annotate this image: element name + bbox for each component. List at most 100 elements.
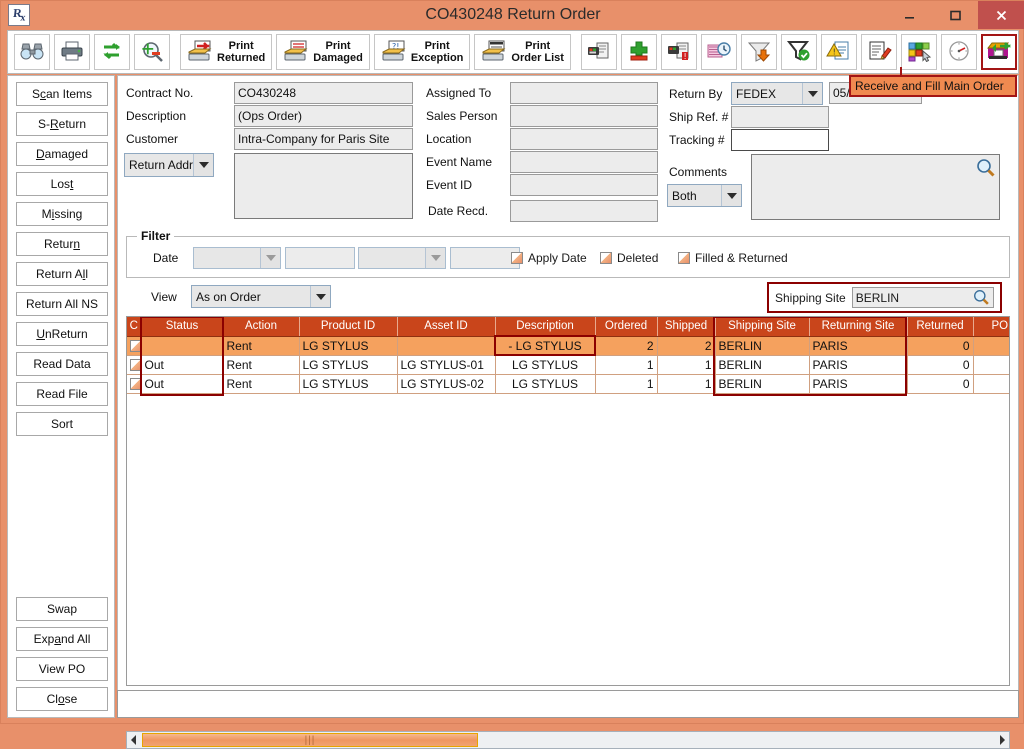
sidebar-item-lost[interactable]: Lost bbox=[16, 172, 108, 196]
event-name-field[interactable] bbox=[510, 151, 658, 173]
minimize-icon[interactable] bbox=[886, 1, 932, 29]
return-addr-dropdown[interactable]: Return Addr... bbox=[124, 153, 214, 177]
sidebar-item-view-po[interactable]: View PO bbox=[16, 657, 108, 681]
table-row[interactable]: Rent LG STYLUS - LG STYLUS 2 2 BERLIN PA… bbox=[127, 336, 1010, 355]
print-exception-icon: ?! bbox=[381, 40, 407, 64]
cell-returned: 0 bbox=[907, 336, 973, 355]
view-dropdown[interactable]: As on Order bbox=[191, 285, 331, 308]
comments-scope-dropdown[interactable]: Both bbox=[667, 184, 742, 207]
chevron-down-icon[interactable] bbox=[425, 248, 445, 268]
event-name-label: Event Name bbox=[426, 155, 492, 169]
date-recd-field[interactable] bbox=[510, 200, 658, 222]
sidebar-item-read-data[interactable]: Read Data bbox=[16, 352, 108, 376]
sidebar-item-close[interactable]: Close bbox=[16, 687, 108, 711]
magnifier-icon[interactable] bbox=[973, 289, 990, 309]
description-field[interactable]: (Ops Order) bbox=[234, 105, 413, 127]
plus-minus-icon[interactable] bbox=[621, 34, 657, 70]
history-clock-icon[interactable] bbox=[701, 34, 737, 70]
chevron-down-icon[interactable] bbox=[193, 154, 213, 176]
table-row[interactable]: Out Rent LG STYLUS LG STYLUS-01 LG STYLU… bbox=[127, 355, 1010, 374]
col-product-id[interactable]: Product ID bbox=[299, 317, 397, 336]
sidebar-item-sort[interactable]: Sort bbox=[16, 412, 108, 436]
col-po-t[interactable]: PO / T bbox=[973, 317, 1010, 336]
filled-returned-checkbox[interactable]: Filled & Returned bbox=[678, 251, 788, 265]
chevron-down-icon[interactable] bbox=[721, 185, 741, 206]
apply-date-checkbox[interactable]: Apply Date bbox=[511, 251, 587, 265]
sidebar-label: Missing bbox=[42, 207, 83, 221]
col-returned[interactable]: Returned bbox=[907, 317, 973, 336]
col-description[interactable]: Description bbox=[495, 317, 595, 336]
col-shipping-site[interactable]: Shipping Site bbox=[715, 317, 809, 336]
location-field[interactable] bbox=[510, 128, 658, 150]
scroll-right-icon[interactable] bbox=[995, 732, 1009, 748]
filter-time-to[interactable] bbox=[450, 247, 520, 269]
sidebar-item-swap[interactable]: Swap bbox=[16, 597, 108, 621]
tracking-field[interactable] bbox=[731, 129, 829, 151]
items-grid[interactable]: C Status Action Product ID Asset ID Desc… bbox=[126, 316, 1010, 686]
event-id-field[interactable] bbox=[510, 174, 658, 196]
magnifier-icon[interactable] bbox=[976, 158, 996, 181]
col-status[interactable]: Status bbox=[141, 317, 223, 336]
col-returning-site[interactable]: Returning Site bbox=[809, 317, 907, 336]
zoom-add-remove-icon[interactable] bbox=[134, 34, 170, 70]
sidebar-item-expand-all[interactable]: Expand All bbox=[16, 627, 108, 651]
maximize-icon[interactable] bbox=[932, 1, 978, 29]
col-action[interactable]: Action bbox=[223, 317, 299, 336]
records-alert-icon[interactable]: ! bbox=[661, 34, 697, 70]
filter-time-from[interactable] bbox=[285, 247, 355, 269]
chevron-down-icon[interactable] bbox=[310, 286, 330, 307]
print-order-list-button[interactable]: Print Order List bbox=[474, 34, 571, 70]
sidebar-item-return[interactable]: Return bbox=[16, 232, 108, 256]
row-checkbox[interactable] bbox=[127, 355, 141, 374]
row-checkbox[interactable] bbox=[127, 336, 141, 355]
warning-document-icon[interactable]: ! bbox=[821, 34, 857, 70]
sidebar-item-scan-items[interactable]: Scan Items bbox=[16, 82, 108, 106]
customer-field[interactable]: Intra-Company for Paris Site bbox=[234, 128, 413, 150]
sidebar-item-return-all[interactable]: Return All bbox=[16, 262, 108, 286]
assigned-to-field[interactable] bbox=[510, 82, 658, 104]
shipping-site-field[interactable]: BERLIN bbox=[852, 287, 994, 308]
filter-date-from[interactable] bbox=[193, 247, 281, 269]
sales-person-field[interactable] bbox=[510, 105, 658, 127]
chevron-down-icon[interactable] bbox=[802, 83, 822, 104]
horizontal-scrollbar[interactable]: ||| bbox=[126, 731, 1010, 749]
sidebar-item-read-file[interactable]: Read File bbox=[16, 382, 108, 406]
table-row[interactable]: Out Rent LG STYLUS LG STYLUS-02 LG STYLU… bbox=[127, 374, 1010, 393]
col-shipped[interactable]: Shipped bbox=[657, 317, 715, 336]
ship-ref-field[interactable] bbox=[731, 106, 829, 128]
row-checkbox[interactable] bbox=[127, 374, 141, 393]
receive-fill-main-order-icon[interactable] bbox=[981, 34, 1017, 70]
close-icon[interactable] bbox=[978, 1, 1024, 29]
chevron-down-icon[interactable] bbox=[260, 248, 280, 268]
funnel-down-icon[interactable] bbox=[741, 34, 777, 70]
sidebar-item-damaged[interactable]: Damaged bbox=[16, 142, 108, 166]
filter-date-to[interactable] bbox=[358, 247, 446, 269]
scroll-left-icon[interactable] bbox=[127, 732, 141, 748]
deleted-checkbox[interactable]: Deleted bbox=[600, 251, 658, 265]
shipping-site-highlight: Shipping Site BERLIN bbox=[767, 282, 1002, 313]
sidebar-item-return-all-ns[interactable]: Return All NS bbox=[16, 292, 108, 316]
comments-textarea[interactable] bbox=[751, 154, 1000, 220]
col-asset-id[interactable]: Asset ID bbox=[397, 317, 495, 336]
binoculars-icon[interactable] bbox=[14, 34, 50, 70]
records-icon[interactable] bbox=[581, 34, 617, 70]
col-ordered[interactable]: Ordered bbox=[595, 317, 657, 336]
notes-edit-icon[interactable] bbox=[861, 34, 897, 70]
contract-no-field[interactable]: CO430248 bbox=[234, 82, 413, 104]
palette-select-icon[interactable] bbox=[901, 34, 937, 70]
return-addr-textarea[interactable] bbox=[234, 153, 413, 219]
filter-check-icon[interactable] bbox=[781, 34, 817, 70]
col-c[interactable]: C bbox=[127, 317, 141, 336]
print-exception-button[interactable]: ?! Print Exception bbox=[374, 34, 471, 70]
sidebar-item-missing[interactable]: Missing bbox=[16, 202, 108, 226]
return-by-dropdown[interactable]: FEDEX bbox=[731, 82, 823, 105]
gauge-icon[interactable] bbox=[941, 34, 977, 70]
ship-ref-label: Ship Ref. # bbox=[669, 110, 728, 124]
refresh-icon[interactable] bbox=[94, 34, 130, 70]
print-icon[interactable] bbox=[54, 34, 90, 70]
sidebar-item-unreturn[interactable]: UnReturn bbox=[16, 322, 108, 346]
sidebar-item-s-return[interactable]: S-Return bbox=[16, 112, 108, 136]
print-returned-button[interactable]: Print Returned bbox=[180, 34, 272, 70]
scrollbar-thumb[interactable]: ||| bbox=[142, 733, 478, 747]
print-damaged-button[interactable]: Print Damaged bbox=[276, 34, 370, 70]
